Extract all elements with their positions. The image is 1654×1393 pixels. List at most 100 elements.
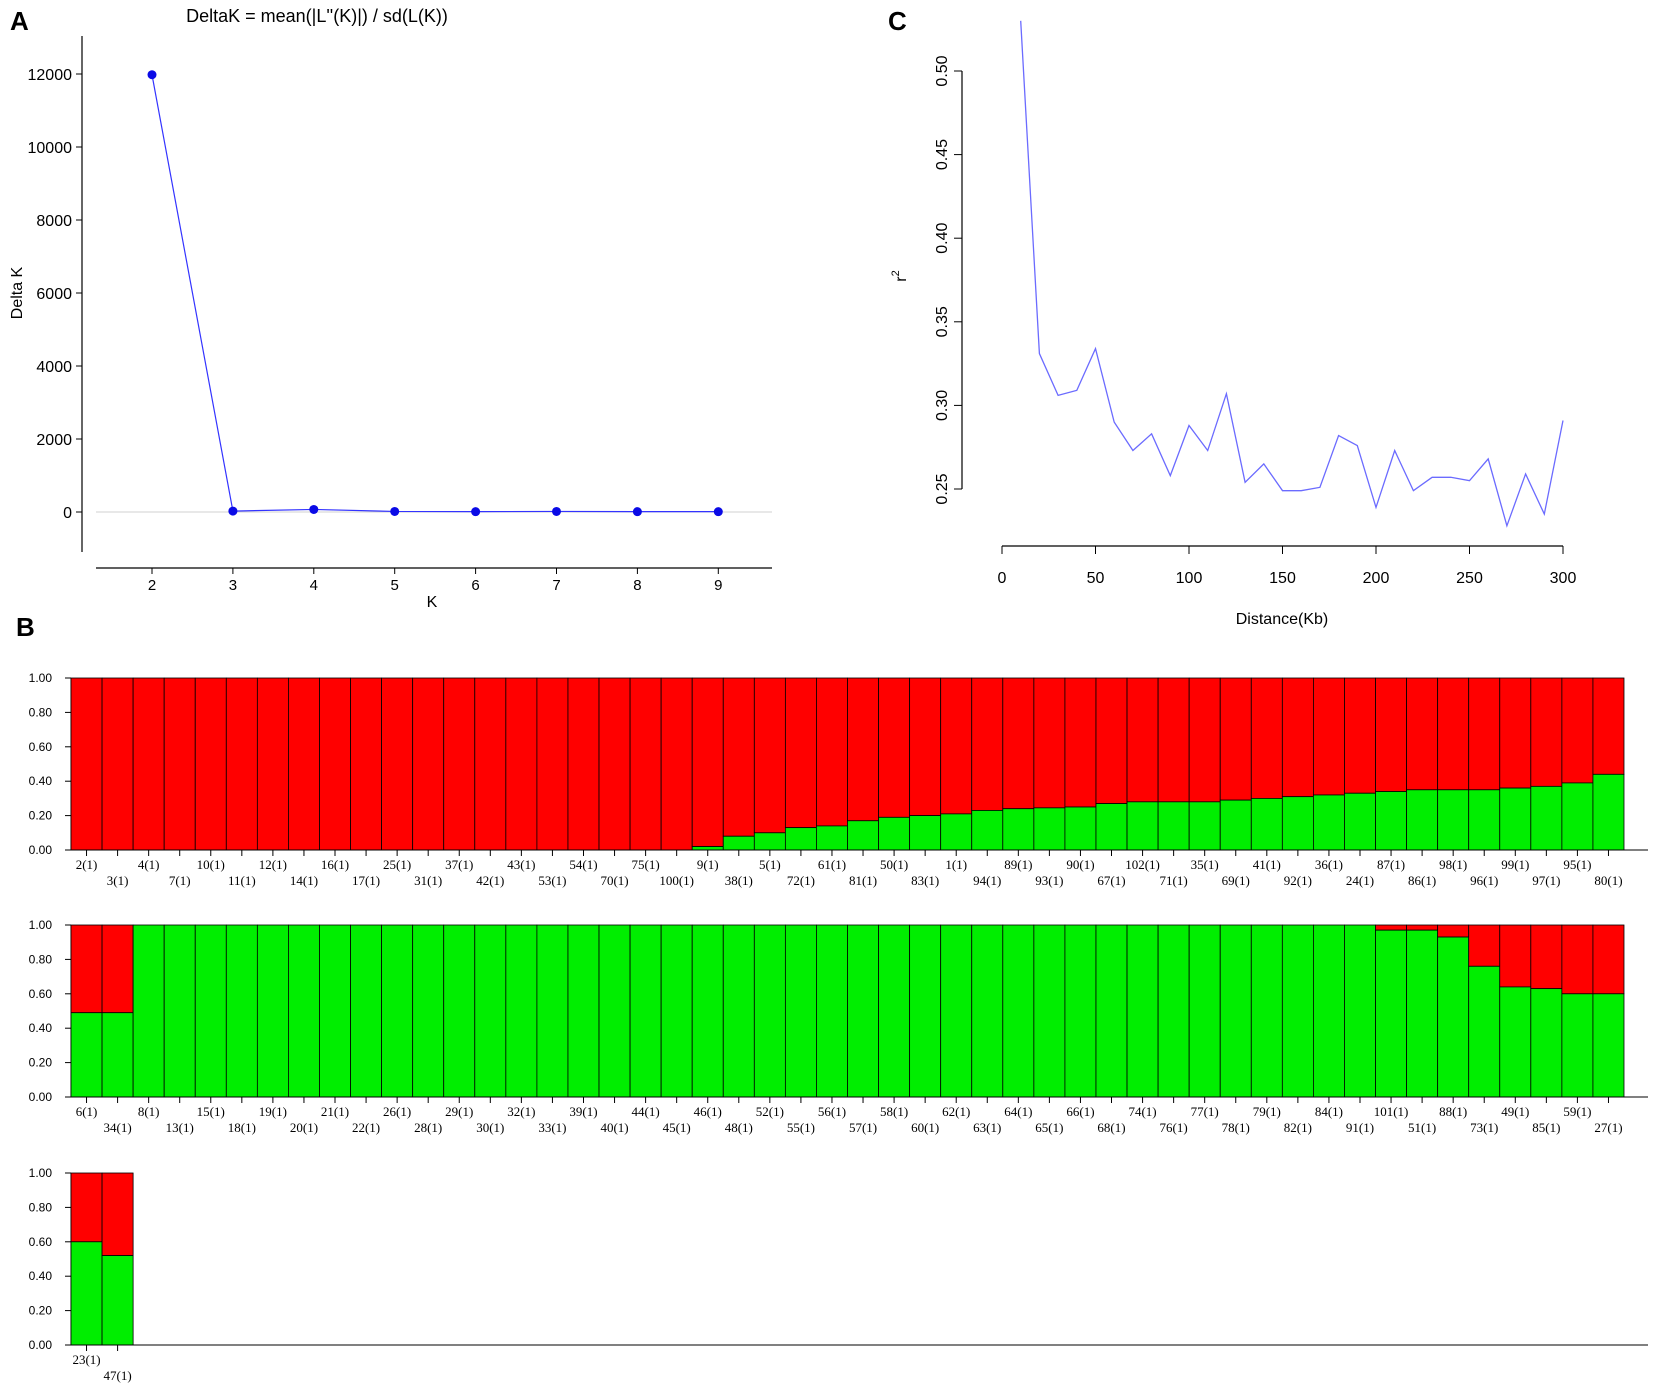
delta-k-x-tick-label: 2 bbox=[148, 577, 156, 594]
structure-bar-green bbox=[816, 924, 848, 1098]
structure-bar-red bbox=[1592, 924, 1625, 995]
structure-y-tick-label: 0.80 bbox=[29, 1200, 53, 1214]
structure-bar-red bbox=[660, 677, 693, 851]
structure-bar-red bbox=[1157, 677, 1190, 803]
structure-sample-label: 26(1) bbox=[383, 1104, 411, 1119]
structure-bar-green bbox=[1064, 806, 1097, 851]
structure-bar-green bbox=[1592, 773, 1625, 851]
structure-sample-label: 13(1) bbox=[166, 1120, 194, 1135]
ld-x-axis-label: Distance(Kb) bbox=[1236, 611, 1328, 628]
structure-bar-green bbox=[847, 820, 879, 851]
structure-sample-label: 12(1) bbox=[259, 857, 287, 872]
ld-x-tick-label: 0 bbox=[998, 570, 1007, 587]
structure-sample-label: 46(1) bbox=[694, 1104, 722, 1119]
structure-bar-red bbox=[1561, 677, 1594, 784]
structure-bar-green bbox=[1188, 924, 1221, 1098]
delta-k-chart: DeltaK = mean(|L''(K)|) / sd(L(K)) K Del… bbox=[9, 6, 772, 611]
delta-k-point bbox=[390, 506, 400, 516]
structure-bar-green bbox=[691, 846, 724, 851]
structure-sample-label: 81(1) bbox=[849, 873, 877, 888]
structure-sample-label: 87(1) bbox=[1377, 857, 1405, 872]
structure-bar-red bbox=[1592, 677, 1625, 775]
structure-bar-green bbox=[1157, 924, 1190, 1098]
structure-bar-green bbox=[1530, 988, 1563, 1098]
structure-sample-label: 33(1) bbox=[538, 1120, 566, 1135]
structure-bar-green bbox=[909, 924, 942, 1098]
delta-k-x-tick-label: 3 bbox=[229, 577, 237, 594]
structure-bar-green bbox=[1313, 794, 1345, 851]
structure-bar-green bbox=[70, 1241, 103, 1346]
structure-bar-red bbox=[1250, 677, 1283, 799]
structure-bar-red bbox=[567, 677, 600, 851]
structure-sample-label: 100(1) bbox=[659, 873, 694, 888]
structure-bar-red bbox=[70, 1172, 103, 1243]
structure-bar-red bbox=[784, 677, 817, 829]
structure-y-tick-label: 0.20 bbox=[29, 1056, 53, 1070]
delta-k-point bbox=[309, 504, 319, 514]
structure-bar-red bbox=[132, 677, 165, 851]
structure-sample-label: 8(1) bbox=[138, 1104, 160, 1119]
structure-bar-green bbox=[1250, 924, 1283, 1098]
structure-sample-label: 62(1) bbox=[942, 1104, 970, 1119]
structure-bar-red bbox=[1530, 677, 1563, 787]
structure-bar-red bbox=[70, 924, 103, 1014]
structure-sample-label: 48(1) bbox=[725, 1120, 753, 1135]
delta-k-point bbox=[632, 507, 642, 517]
structure-sample-label: 77(1) bbox=[1191, 1104, 1219, 1119]
structure-sample-label: 86(1) bbox=[1408, 873, 1436, 888]
structure-bar-red bbox=[878, 677, 911, 818]
structure-bar-green bbox=[1002, 924, 1035, 1098]
structure-bar-green bbox=[1499, 986, 1532, 1098]
structure-y-tick-label: 0.40 bbox=[29, 774, 53, 788]
structure-y-tick-label: 0.00 bbox=[29, 843, 53, 857]
delta-k-line bbox=[151, 74, 719, 513]
structure-y-tick-label: 0.80 bbox=[29, 705, 53, 719]
structure-bar-green bbox=[1095, 924, 1128, 1098]
structure-bar-green bbox=[505, 924, 538, 1098]
structure-sample-label: 94(1) bbox=[973, 873, 1001, 888]
structure-sample-label: 22(1) bbox=[352, 1120, 380, 1135]
structure-bar-red bbox=[722, 677, 755, 837]
structure-sample-label: 89(1) bbox=[1004, 857, 1032, 872]
structure-sample-label: 42(1) bbox=[476, 873, 504, 888]
structure-sample-label: 19(1) bbox=[259, 1104, 287, 1119]
delta-k-y-tick-label: 4000 bbox=[36, 359, 72, 376]
structure-sample-label: 102(1) bbox=[1125, 857, 1160, 872]
delta-k-point bbox=[147, 70, 157, 80]
structure-sample-label: 97(1) bbox=[1532, 873, 1560, 888]
structure-bar-red bbox=[1095, 677, 1128, 804]
structure-bar-red bbox=[940, 677, 973, 815]
structure-bar-red bbox=[1437, 924, 1470, 938]
structure-sample-label: 61(1) bbox=[818, 857, 846, 872]
structure-bar-green bbox=[1437, 789, 1470, 851]
structure-y-tick-label: 0.40 bbox=[29, 1021, 53, 1035]
structure-bar-green bbox=[660, 924, 693, 1098]
structure-y-tick-label: 0.00 bbox=[29, 1338, 53, 1352]
structure-sample-label: 63(1) bbox=[973, 1120, 1001, 1135]
delta-k-x-axis-label: K bbox=[427, 594, 438, 611]
structure-bar-green bbox=[1344, 924, 1376, 1098]
structure-sample-label: 91(1) bbox=[1346, 1120, 1374, 1135]
structure-bar-green bbox=[1406, 929, 1439, 1098]
structure-sample-label: 45(1) bbox=[663, 1120, 691, 1135]
structure-sample-label: 79(1) bbox=[1253, 1104, 1281, 1119]
structure-bar-red bbox=[1406, 924, 1439, 931]
structure-bar-green bbox=[288, 924, 320, 1098]
structure-sample-label: 10(1) bbox=[197, 857, 225, 872]
ld-x-tick-label: 150 bbox=[1269, 570, 1296, 587]
structure-sample-label: 101(1) bbox=[1374, 1104, 1409, 1119]
structure-bar-red bbox=[1219, 677, 1252, 801]
structure-sample-label: 99(1) bbox=[1501, 857, 1529, 872]
structure-bar-red bbox=[1313, 677, 1345, 796]
structure-bar-green bbox=[1375, 929, 1407, 1098]
structure-sample-label: 41(1) bbox=[1253, 857, 1281, 872]
svg-text:r2: r2 bbox=[890, 270, 910, 281]
ld-x-tick-label: 200 bbox=[1363, 570, 1390, 587]
structure-sample-label: 37(1) bbox=[445, 857, 473, 872]
structure-bar-red bbox=[1375, 677, 1407, 792]
structure-sample-label: 52(1) bbox=[756, 1104, 784, 1119]
structure-y-tick-label: 0.40 bbox=[29, 1269, 53, 1283]
structure-bar-red bbox=[256, 677, 289, 851]
structure-bar-green bbox=[1126, 801, 1159, 851]
delta-k-x-tick-label: 7 bbox=[552, 577, 560, 594]
